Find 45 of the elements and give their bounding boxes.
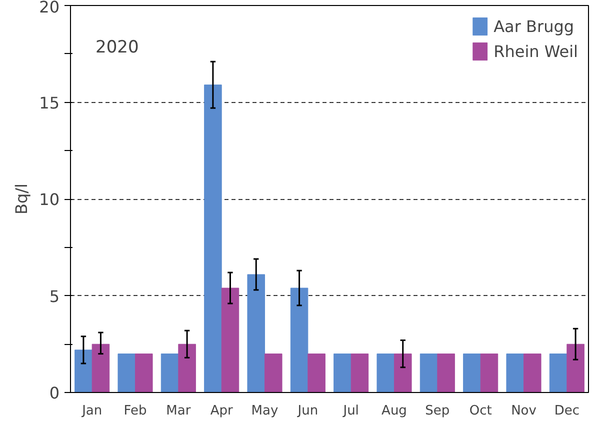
bar	[308, 354, 326, 392]
annotation: 2020	[96, 38, 139, 58]
bar	[420, 354, 438, 392]
bar	[350, 354, 369, 392]
x-tick-label: Jun	[296, 404, 318, 418]
x-tick-label: May	[251, 404, 278, 418]
bar	[160, 354, 179, 392]
bar	[264, 354, 282, 392]
x-tick-label: Mar	[166, 404, 192, 418]
bar	[92, 344, 110, 392]
x-tick-label: Apr	[210, 404, 234, 418]
x-tick-label: Oct	[469, 404, 492, 418]
bar	[118, 354, 136, 392]
x-tick-label: Jul	[342, 404, 359, 418]
y-tick-label: 5	[49, 286, 60, 306]
bar	[463, 354, 481, 392]
y-tick-label: 15	[39, 93, 60, 112]
bar	[74, 350, 92, 392]
bar	[394, 354, 412, 392]
bar	[566, 344, 584, 392]
bar	[524, 354, 542, 392]
x-tick-label: Sep	[425, 404, 450, 418]
bar	[506, 354, 524, 392]
bar	[376, 354, 394, 392]
y-axis-title: Bq/l	[12, 184, 32, 214]
y-tick-label: 0	[49, 384, 60, 402]
bar	[247, 274, 265, 392]
x-tick-label: Aug	[382, 404, 407, 418]
y-tick-label: 20	[39, 0, 60, 16]
bar	[549, 354, 568, 392]
legend-label: Rhein Weil	[494, 42, 578, 60]
bar	[204, 84, 222, 392]
bar	[221, 288, 240, 392]
x-tick-label: Nov	[511, 404, 537, 418]
legend-label: Aar Brugg	[494, 16, 574, 36]
bar	[437, 354, 455, 392]
bar	[290, 288, 308, 392]
bar	[480, 354, 498, 392]
x-tick-label: Dec	[554, 404, 580, 418]
bar	[178, 344, 196, 392]
bar	[334, 354, 352, 392]
bar	[135, 354, 153, 392]
x-tick-label: Jan	[81, 404, 102, 418]
y-tick-label: 10	[39, 190, 60, 209]
x-tick-label: Feb	[124, 404, 147, 418]
